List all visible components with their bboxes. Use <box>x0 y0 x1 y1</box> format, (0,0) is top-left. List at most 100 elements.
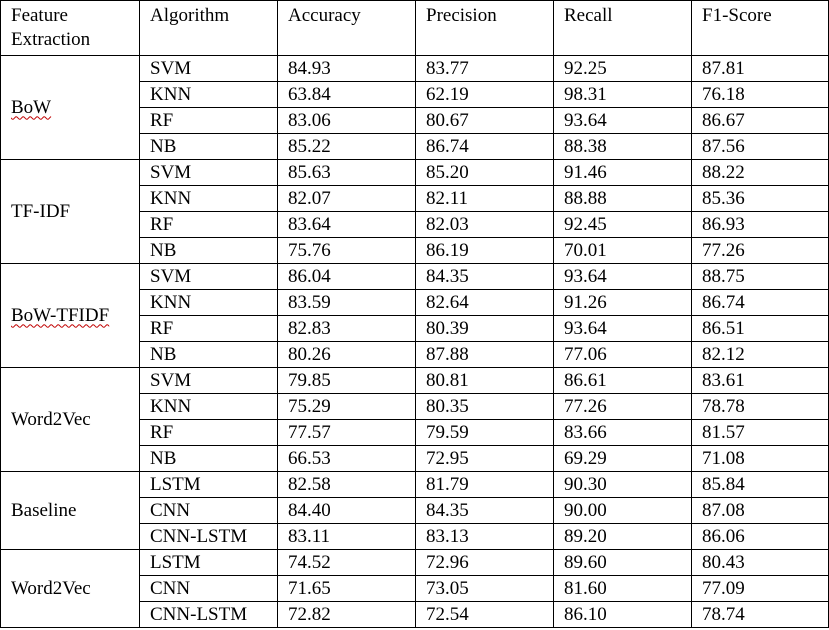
recall-cell: 93.64 <box>553 107 692 134</box>
recall-cell: 91.26 <box>553 289 692 316</box>
f1-cell: 77.09 <box>691 575 829 602</box>
recall-cell: 89.60 <box>553 549 692 576</box>
algorithm-cell: SVM <box>139 159 278 186</box>
f1-cell: 85.36 <box>691 185 829 212</box>
accuracy-cell: 82.83 <box>277 315 416 342</box>
f1-cell: 88.22 <box>691 159 829 186</box>
algorithm-cell: RF <box>139 419 278 446</box>
accuracy-cell: 74.52 <box>277 549 416 576</box>
f1-cell: 78.78 <box>691 393 829 420</box>
algorithm-cell: RF <box>139 211 278 238</box>
accuracy-cell: 72.82 <box>277 601 416 628</box>
table-row: Word2Vec LSTM 74.52 72.96 89.60 80.43 <box>0 549 829 628</box>
f1-cell: 86.74 <box>691 289 829 316</box>
table-row: NB 66.53 72.95 69.29 71.08 <box>1 445 829 472</box>
recall-cell: 86.61 <box>553 367 692 394</box>
algorithm-cell: NB <box>139 341 278 368</box>
recall-cell: 89.20 <box>553 523 692 550</box>
table-row: KNN 63.84 62.19 98.31 76.18 <box>1 81 829 108</box>
feature-extraction-label: TF-IDF <box>11 200 71 222</box>
algorithm-cell: SVM <box>139 367 278 394</box>
f1-cell: 78.74 <box>691 601 829 628</box>
f1-cell: 88.75 <box>691 263 829 290</box>
precision-cell: 81.79 <box>415 471 554 498</box>
accuracy-cell: 84.40 <box>277 497 416 524</box>
precision-cell: 80.81 <box>415 367 554 394</box>
precision-cell: 84.35 <box>415 263 554 290</box>
table-row: CNN-LSTM 72.82 72.54 86.10 78.74 <box>1 601 829 628</box>
recall-cell: 77.26 <box>553 393 692 420</box>
f1-cell: 81.57 <box>691 419 829 446</box>
header-row: Feature Extraction Algorithm Accuracy Pr… <box>0 0 829 56</box>
f1-cell: 80.43 <box>691 549 829 576</box>
recall-cell: 86.10 <box>553 601 692 628</box>
table-row: NB 80.26 87.88 77.06 82.12 <box>1 341 829 368</box>
precision-cell: 87.88 <box>415 341 554 368</box>
accuracy-cell: 66.53 <box>277 445 416 472</box>
precision-cell: 83.13 <box>415 523 554 550</box>
table-row: NB 85.22 86.74 88.38 87.56 <box>1 133 829 160</box>
header-recall: Recall <box>553 0 692 56</box>
algorithm-cell: KNN <box>139 393 278 420</box>
header-feature-extraction: Feature Extraction <box>0 0 140 56</box>
precision-cell: 84.35 <box>415 497 554 524</box>
precision-cell: 86.74 <box>415 133 554 160</box>
feature-extraction-cell: TF-IDF <box>0 159 140 264</box>
algorithm-cell: SVM <box>139 55 278 82</box>
f1-cell: 83.61 <box>691 367 829 394</box>
recall-cell: 69.29 <box>553 445 692 472</box>
f1-cell: 86.06 <box>691 523 829 550</box>
algorithm-cell: SVM <box>139 263 278 290</box>
algorithm-cell: CNN <box>139 575 278 602</box>
accuracy-cell: 77.57 <box>277 419 416 446</box>
precision-cell: 79.59 <box>415 419 554 446</box>
table-row: KNN 82.07 82.11 88.88 85.36 <box>1 185 829 212</box>
table-row: CNN 71.65 73.05 81.60 77.09 <box>1 575 829 602</box>
feature-extraction-cell: BoW-TFIDF <box>0 263 140 368</box>
recall-cell: 91.46 <box>553 159 692 186</box>
table-row: BoW-TFIDF SVM 86.04 84.35 93.64 88.75 <box>0 263 829 368</box>
table-row: Baseline LSTM 82.58 81.79 90.30 85.84 <box>0 471 829 550</box>
table-row: RF 77.57 79.59 83.66 81.57 <box>1 419 829 446</box>
accuracy-cell: 86.04 <box>277 263 416 290</box>
recall-cell: 98.31 <box>553 81 692 108</box>
feature-extraction-label: BoW <box>11 96 52 118</box>
accuracy-cell: 75.29 <box>277 393 416 420</box>
precision-cell: 73.05 <box>415 575 554 602</box>
precision-cell: 80.35 <box>415 393 554 420</box>
accuracy-cell: 85.22 <box>277 133 416 160</box>
feature-extraction-cell: BoW <box>0 55 140 160</box>
algorithm-cell: KNN <box>139 289 278 316</box>
accuracy-cell: 83.06 <box>277 107 416 134</box>
recall-cell: 93.64 <box>553 263 692 290</box>
precision-cell: 62.19 <box>415 81 554 108</box>
accuracy-cell: 82.58 <box>277 471 416 498</box>
header-precision: Precision <box>415 0 554 56</box>
f1-cell: 77.26 <box>691 237 829 264</box>
precision-cell: 80.39 <box>415 315 554 342</box>
algorithm-cell: LSTM <box>139 549 278 576</box>
precision-cell: 80.67 <box>415 107 554 134</box>
algorithm-cell: KNN <box>139 81 278 108</box>
f1-cell: 76.18 <box>691 81 829 108</box>
precision-cell: 72.54 <box>415 601 554 628</box>
f1-cell: 87.08 <box>691 497 829 524</box>
algorithm-cell: CNN-LSTM <box>139 601 278 628</box>
accuracy-cell: 75.76 <box>277 237 416 264</box>
recall-cell: 92.25 <box>553 55 692 82</box>
accuracy-cell: 79.85 <box>277 367 416 394</box>
precision-cell: 72.95 <box>415 445 554 472</box>
recall-cell: 77.06 <box>553 341 692 368</box>
algorithm-cell: KNN <box>139 185 278 212</box>
recall-cell: 88.38 <box>553 133 692 160</box>
recall-cell: 81.60 <box>553 575 692 602</box>
accuracy-cell: 80.26 <box>277 341 416 368</box>
table-row: CNN 84.40 84.35 90.00 87.08 <box>1 497 829 524</box>
f1-cell: 86.93 <box>691 211 829 238</box>
algorithm-cell: NB <box>139 133 278 160</box>
precision-cell: 82.11 <box>415 185 554 212</box>
accuracy-cell: 63.84 <box>277 81 416 108</box>
recall-cell: 70.01 <box>553 237 692 264</box>
